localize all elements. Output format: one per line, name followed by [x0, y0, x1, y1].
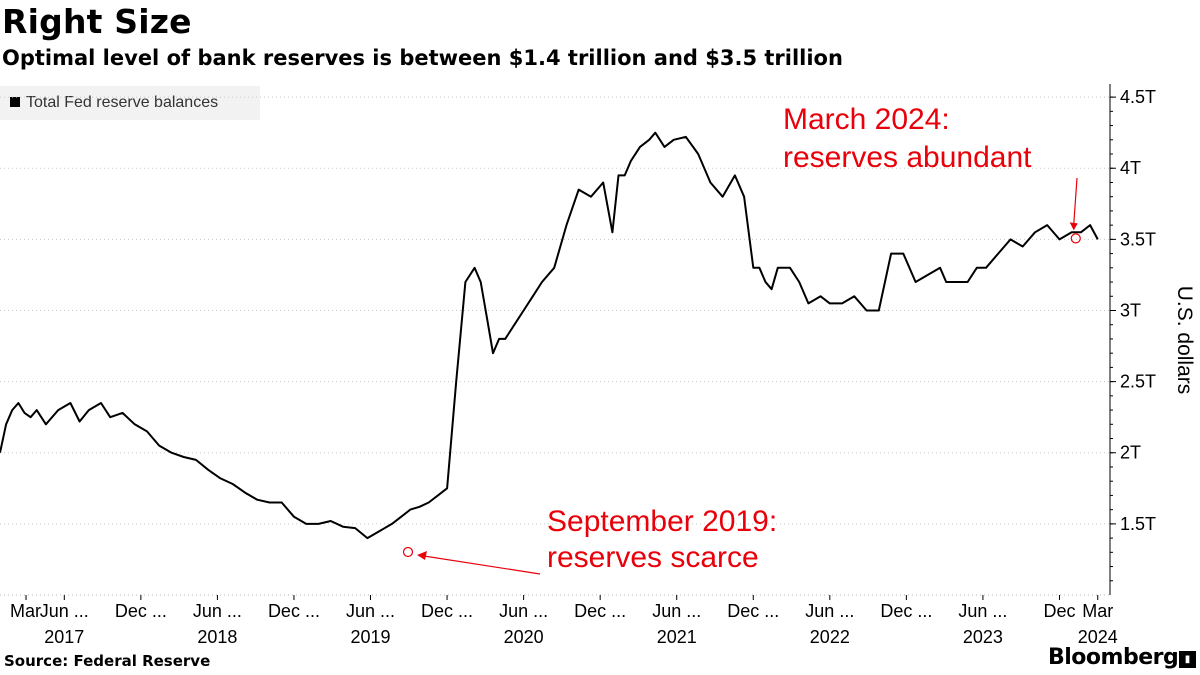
x-tick-label: Dec [1043, 601, 1075, 621]
x-tick-label: Jun ... [499, 601, 548, 621]
x-tick-label: Dec ... [268, 601, 320, 621]
annotation-text: March 2024: [783, 103, 950, 136]
x-year-label: 2022 [810, 627, 850, 647]
annotation-arrow [1073, 177, 1078, 225]
annotation-text: September 2019: [547, 505, 777, 538]
x-tick-label: Mar [10, 601, 41, 621]
x-tick-label: Jun ... [193, 601, 242, 621]
x-year-label: 2021 [657, 627, 697, 647]
y-axis-label: U.S. dollars [1173, 286, 1196, 395]
x-tick-label: Dec ... [727, 601, 779, 621]
x-year-label: 2017 [44, 627, 84, 647]
chart-title: Right Size [2, 2, 192, 41]
x-year-label: 2020 [504, 627, 544, 647]
legend: Total Fed reserve balances [0, 86, 260, 120]
annotation-text: reserves abundant [783, 141, 1032, 174]
x-tick-label: Dec ... [880, 601, 932, 621]
x-tick-label: Mar [1082, 601, 1113, 621]
brand-logo: Bloomberg [1048, 645, 1179, 670]
legend-label: Total Fed reserve balances [26, 94, 218, 111]
legend-swatch [10, 97, 20, 107]
x-tick-label: Jun ... [958, 601, 1007, 621]
x-tick-label: Dec ... [115, 601, 167, 621]
annotations-layer: March 2024: reserves abundant September 20… [402, 103, 1081, 575]
series-layer [0, 131, 1099, 540]
y-tick-label: 3T [1120, 300, 1141, 320]
x-year-label: 2023 [963, 627, 1003, 647]
y-tick-label: 4T [1120, 158, 1141, 178]
x-year-label: 2018 [197, 627, 237, 647]
y-tick-label: 2.5T [1120, 372, 1156, 392]
march-2024-marker [1070, 233, 1081, 244]
x-tick-label: Jun ... [652, 601, 701, 621]
x-year-label: 2024 [1078, 627, 1118, 647]
source-note: Source: Federal Reserve [4, 652, 211, 670]
bloomberg-terminal-icon: ▮ [1179, 651, 1196, 668]
y-axis: 1.5T 2T 2.5T 3T 3.5T 4T 4.5T [1109, 84, 1156, 595]
x-tick-label: Jun ... [805, 601, 854, 621]
september-2019-marker [402, 546, 414, 558]
y-tick-label: 1.5T [1120, 514, 1156, 534]
series-line [0, 131, 1099, 540]
x-tick-label: Dec ... [574, 601, 626, 621]
legend-background [0, 86, 260, 120]
annotation-text: reserves scarce [547, 541, 759, 574]
x-tick-label: Jun ... [346, 601, 395, 621]
y-tick-label: 2T [1120, 443, 1141, 463]
x-tick-label: Dec ... [421, 601, 473, 621]
chart-subtitle: Optimal level of bank reserves is betwee… [2, 46, 843, 70]
x-tick-label: Jun ... [40, 601, 89, 621]
annotation-arrowhead [417, 551, 427, 560]
x-year-label: 2019 [350, 627, 390, 647]
y-tick-label: 3.5T [1120, 229, 1156, 249]
annotation-arrow [423, 555, 541, 575]
y-tick-label: 4.5T [1120, 87, 1156, 107]
annotation-arrowhead [1069, 222, 1078, 231]
gridlines [0, 96, 1110, 525]
